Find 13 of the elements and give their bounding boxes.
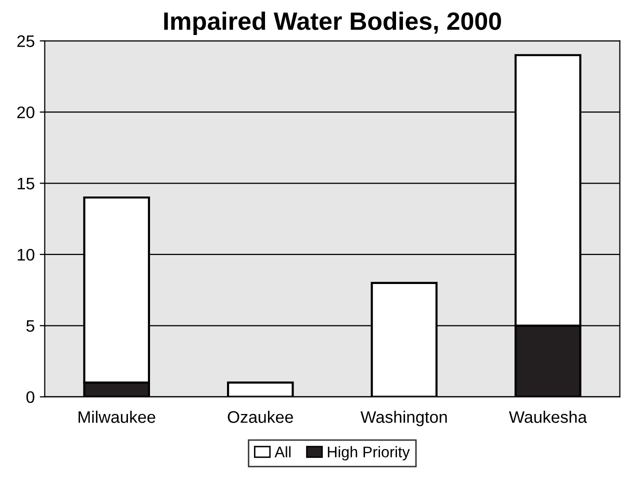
y-tick-label: 0	[26, 391, 34, 404]
x-tick-label: Milwaukee	[78, 410, 156, 423]
chart-title: Impaired Water Bodies, 2000	[164, 12, 501, 35]
y-tick-label: 15	[18, 178, 34, 190]
y-tick-label: 10	[18, 248, 34, 261]
legend-label: High Priority	[328, 446, 410, 460]
y-tick-label: 25	[17, 35, 34, 48]
x-tick-label: Ozaukee	[228, 410, 294, 423]
y-tick-label: 20	[17, 106, 34, 118]
legend-label: All	[274, 446, 291, 458]
x-tick-label: Waukesha	[508, 410, 588, 423]
y-tick-label: 5	[26, 320, 34, 332]
x-tick-label: Washington	[360, 410, 447, 426]
